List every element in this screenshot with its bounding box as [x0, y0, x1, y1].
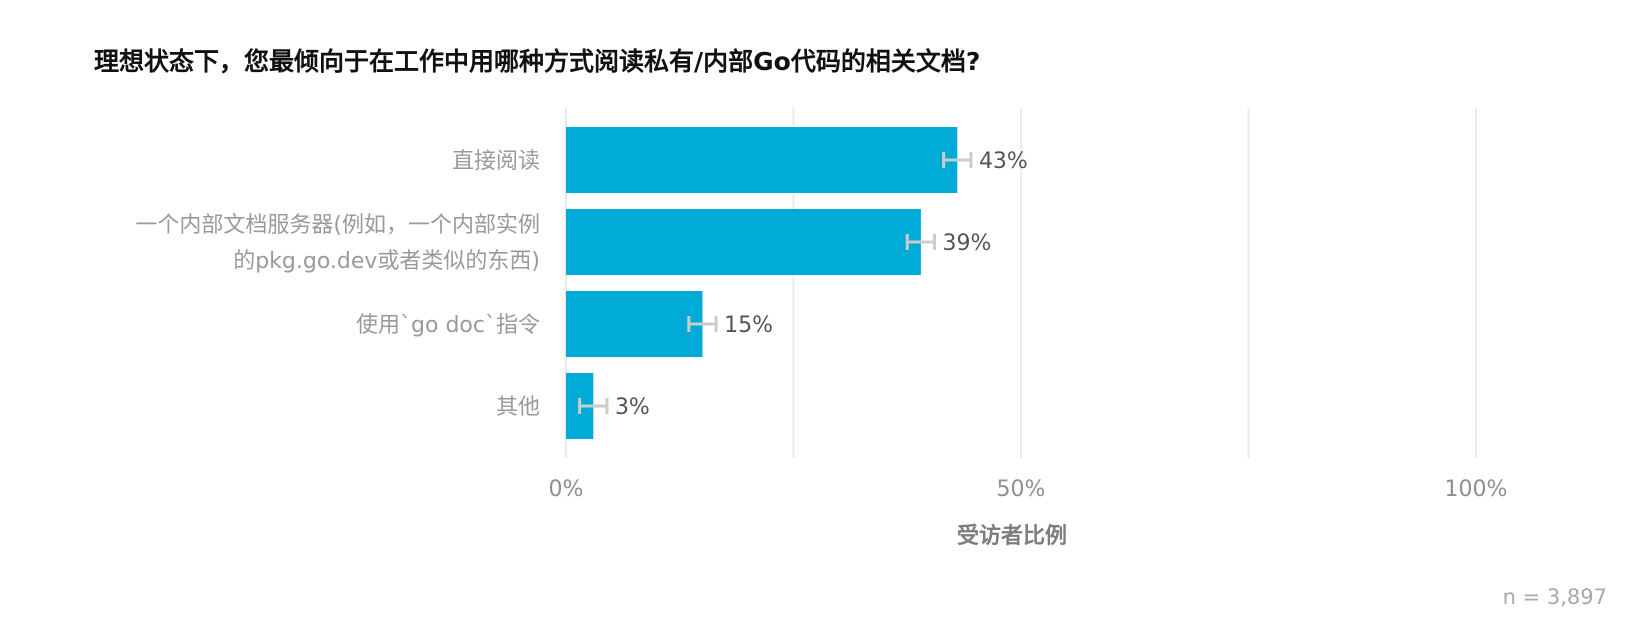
x-axis-title: 受访者比例 [957, 523, 1067, 549]
bar [566, 291, 703, 357]
chart-title: 理想状态下，您最倾向于在工作中用哪种方式阅读私有/内部Go代码的相关文档? [94, 47, 980, 76]
bars: 43% 39% 15% 3% [566, 127, 1028, 439]
error-bar [942, 152, 973, 168]
category-labels: 直接阅读一个内部文档服务器(例如，一个内部实例的pkg.go.dev或者类似的东… [135, 149, 540, 420]
error-bar [578, 398, 609, 414]
value-label: 3% [615, 395, 650, 420]
x-tick-label: 100% [1445, 477, 1508, 502]
bar [566, 127, 958, 193]
x-tick-label: 50% [997, 477, 1046, 502]
error-bar [905, 234, 937, 250]
value-label: 43% [979, 149, 1028, 174]
category-label: 一个内部文档服务器(例如，一个内部实例的pkg.go.dev或者类似的东西) [135, 213, 540, 274]
x-tick-label: 0% [549, 477, 584, 502]
category-label: 其他 [496, 395, 540, 420]
category-label: 使用`go doc`指令 [356, 313, 540, 338]
x-tick-labels: 0% 50% 100% [549, 477, 1508, 502]
sample-size-note: n = 3,897 [1503, 585, 1607, 609]
bar [566, 209, 921, 275]
error-bar [687, 316, 718, 332]
category-label: 直接阅读 [452, 149, 540, 174]
value-label: 39% [943, 231, 992, 256]
value-label: 15% [724, 313, 773, 338]
